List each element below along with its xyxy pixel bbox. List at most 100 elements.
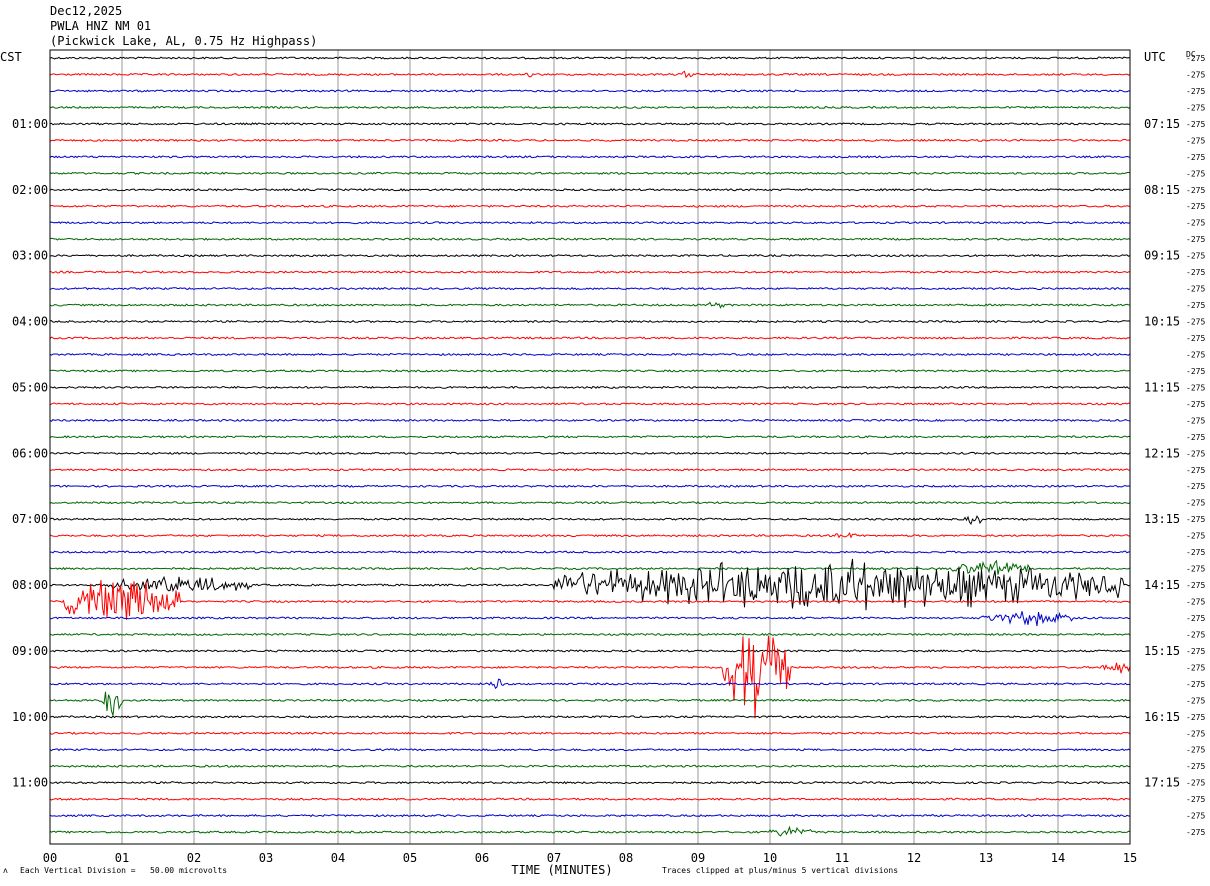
- trace-line: [49, 122, 1131, 126]
- dc-offset-label: -275: [1186, 482, 1205, 491]
- trace-line: [49, 580, 1131, 620]
- right-hour-label: 07:15: [1144, 117, 1180, 131]
- right-hour-label: 08:15: [1144, 183, 1180, 197]
- dc-offset-label: -275: [1186, 812, 1205, 821]
- trace-line: [49, 501, 1131, 505]
- trace-line: [49, 451, 1131, 455]
- dc-offset-label: -275: [1186, 202, 1205, 211]
- dc-offset-label: -275: [1186, 186, 1205, 195]
- dc-offset-label: -275: [1186, 433, 1205, 442]
- trace-line: [49, 691, 1131, 716]
- grid-lines: [121, 50, 1059, 844]
- x-tick-label: 04: [331, 851, 345, 865]
- trace-line: [49, 204, 1131, 208]
- dc-offset-label: -275: [1186, 581, 1205, 590]
- x-tick-label: 06: [475, 851, 489, 865]
- trace-line: [49, 254, 1131, 258]
- x-tick-label: 01: [115, 851, 129, 865]
- left-hour-label: 04:00: [12, 315, 48, 329]
- dc-offset-label: -275: [1186, 70, 1205, 79]
- trace-line: [49, 649, 1131, 653]
- trace-line: [49, 70, 1131, 79]
- trace-line: [49, 611, 1131, 627]
- trace-line: [49, 155, 1131, 159]
- trace-line: [49, 385, 1131, 390]
- trace-line: [49, 56, 1131, 60]
- trace-line: [50, 550, 1131, 554]
- dc-offset-label: -275: [1186, 252, 1205, 261]
- right-hour-label: 12:15: [1144, 446, 1180, 460]
- right-hour-label: 17:15: [1144, 776, 1180, 790]
- trace-line: [49, 188, 1131, 192]
- trace-line: [49, 632, 1131, 637]
- trace-line: [49, 797, 1131, 801]
- right-hour-label: 16:15: [1144, 710, 1180, 724]
- x-tick-label: 00: [43, 851, 57, 865]
- x-tick-label: 09: [691, 851, 705, 865]
- right-timezone-label: UTC: [1144, 50, 1166, 64]
- dc-offset-label: -275: [1186, 136, 1205, 145]
- left-hour-label: 08:00: [12, 578, 48, 592]
- dc-offset-label: -275: [1186, 598, 1205, 607]
- dc-offset-label: -275: [1186, 383, 1205, 392]
- dc-offset-label: -275: [1186, 647, 1205, 656]
- trace-line: [49, 635, 1131, 719]
- trace-line: [49, 286, 1131, 291]
- left-hour-label: 06:00: [12, 446, 48, 460]
- left-hour-label: 10:00: [12, 710, 48, 724]
- trace-line: [49, 531, 1131, 539]
- left-hour-label: 05:00: [12, 380, 48, 394]
- right-hour-label: 14:15: [1144, 578, 1180, 592]
- dc-offset-label: -275: [1186, 54, 1205, 63]
- dc-offset-label: -275: [1186, 696, 1205, 705]
- dc-offset-label: -275: [1186, 367, 1205, 376]
- dc-offset-label: -275: [1186, 400, 1205, 409]
- trace-line: [49, 89, 1131, 93]
- left-hour-label: 03:00: [12, 249, 48, 263]
- trace-line: [49, 221, 1131, 225]
- x-tick-label: 13: [979, 851, 993, 865]
- dc-offset-label: -275: [1186, 762, 1205, 771]
- dc-offset-label: -275: [1186, 103, 1205, 112]
- trace-line: [49, 813, 1131, 818]
- right-hour-label: 10:15: [1144, 315, 1180, 329]
- dc-offset-label: -275: [1186, 87, 1205, 96]
- trace-line: [50, 369, 1131, 373]
- dc-offset-label: -275: [1186, 663, 1205, 672]
- dc-offset-label: -275: [1186, 301, 1205, 310]
- left-hour-label: 11:00: [12, 776, 48, 790]
- dc-offset-label: -275: [1186, 828, 1205, 837]
- left-hour-label: 07:00: [12, 512, 48, 526]
- left-timezone-label: CST: [0, 50, 22, 64]
- trace-line: [49, 237, 1131, 241]
- dc-offset-label: -275: [1186, 153, 1205, 162]
- trace-line: [49, 171, 1131, 175]
- trace-line: [49, 715, 1131, 719]
- x-tick-label: 11: [835, 851, 849, 865]
- trace-line: [49, 352, 1131, 357]
- trace-line: [49, 402, 1131, 406]
- trace-line: [49, 319, 1131, 324]
- axis-labels: -275 -275 -275 -275 -275 -275 -275 -275 -275 -275…: [0, 50, 1205, 877]
- trace-line: [49, 105, 1131, 110]
- dc-offset-label: -275: [1186, 268, 1205, 277]
- dc-offset-label: -275: [1186, 565, 1205, 574]
- traces: [49, 56, 1131, 837]
- trace-line: [49, 435, 1131, 439]
- x-tick-label: 10: [763, 851, 777, 865]
- dc-offset-label: -275: [1186, 713, 1205, 722]
- trace-line: [49, 138, 1131, 142]
- dc-offset-label: -275: [1186, 795, 1205, 804]
- trace-line: [49, 270, 1131, 274]
- dc-offset-label: -275: [1186, 532, 1205, 541]
- trace-line: [49, 468, 1130, 472]
- dc-offset-label: -275: [1186, 779, 1205, 788]
- dc-offset-label: -275: [1186, 120, 1205, 129]
- header-location: (Pickwick Lake, AL, 0.75 Hz Highpass): [50, 34, 318, 48]
- dc-offset-label: -275: [1186, 235, 1205, 244]
- x-tick-label: 08: [619, 851, 633, 865]
- x-axis-label: TIME (MINUTES): [511, 863, 612, 877]
- trace-line: [49, 418, 1131, 422]
- x-tick-label: 12: [907, 851, 921, 865]
